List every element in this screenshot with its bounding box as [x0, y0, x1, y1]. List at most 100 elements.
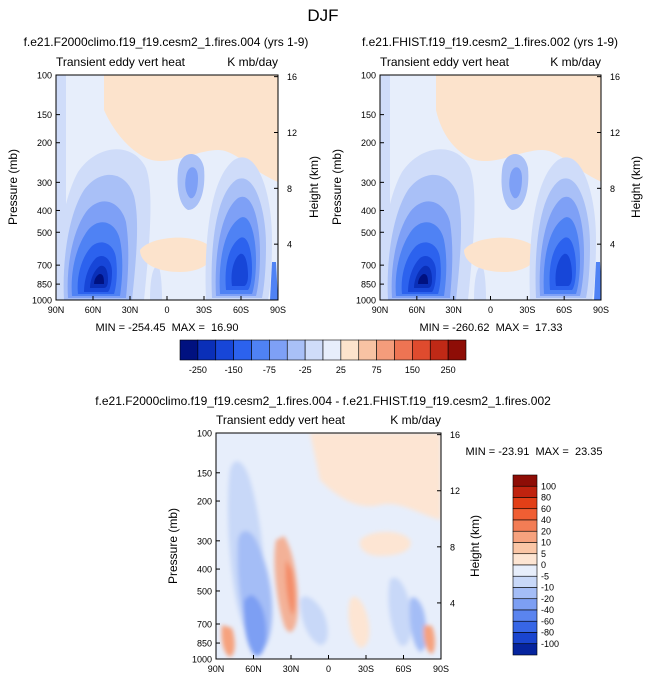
x-tick-label: 60S — [556, 305, 572, 315]
panel-b-ylabel-right: Height (km) — [629, 156, 643, 218]
y-tick-label: 500 — [197, 586, 212, 596]
colorbar-diff-swatch — [512, 587, 538, 600]
colorbar-diff-label: -40 — [541, 605, 554, 615]
panel-b-eq-band — [474, 265, 486, 300]
panel-c-right-label: K mb/day — [390, 413, 441, 427]
panel-c-positive-upper — [310, 433, 441, 520]
panel-b-positive-upper — [436, 75, 601, 182]
colorbar-diff-label: -10 — [541, 583, 554, 593]
right-tick-label: 4 — [610, 240, 615, 250]
colorbar-diff-swatch — [512, 485, 538, 498]
colorbar-top-label: 150 — [405, 365, 420, 375]
right-tick-label: 12 — [610, 128, 620, 138]
right-tick-label: 12 — [287, 128, 297, 138]
colorbar-diff-swatch — [512, 643, 538, 656]
y-tick-label: 200 — [37, 138, 52, 148]
x-tick-label: 0 — [488, 305, 493, 315]
y-tick-label: 400 — [197, 565, 212, 575]
colorbar-top-swatch — [269, 339, 288, 361]
colorbar-diff-label: 20 — [541, 526, 551, 536]
y-tick-label: 200 — [197, 497, 212, 507]
panel-a-polar-band — [56, 75, 66, 300]
x-tick-label: 60S — [233, 305, 249, 315]
colorbar-diff-swatch — [512, 519, 538, 532]
x-tick-label: 90S — [433, 664, 449, 674]
x-tick-label: 30S — [519, 305, 535, 315]
colorbar-top-swatch — [322, 339, 342, 361]
colorbar-diff-label: 60 — [541, 504, 551, 514]
panel-a-south-pole — [270, 262, 278, 300]
x-tick-label: 0 — [326, 664, 331, 674]
y-tick-label: 400 — [361, 206, 376, 216]
panel-c-pos-30n-core — [285, 560, 295, 615]
colorbar-diff-label: 40 — [541, 515, 551, 525]
colorbar-diff-swatch — [512, 497, 538, 510]
colorbar-diff-label: 0 — [541, 560, 546, 570]
panel-b-polar-band — [380, 75, 390, 300]
panel-b-x-ticks: 90N 60N 30N 0 30S 60S 90S — [372, 296, 609, 315]
panel-c-pos-polar — [221, 625, 235, 657]
y-tick-label: 700 — [197, 619, 212, 629]
x-tick-label: 30S — [196, 305, 212, 315]
x-tick-label: 90S — [270, 305, 286, 315]
y-tick-label: 100 — [361, 71, 376, 81]
panel-a-title: f.e21.F2000climo.f19_f19.cesm2_1.fires.0… — [24, 35, 309, 49]
colorbar-top-swatch — [394, 339, 413, 361]
panel-b-y-ticks: 100 150 200 300 400 500 700 850 1000 — [356, 71, 384, 306]
y-tick-label: 500 — [37, 228, 52, 238]
y-tick-label: 100 — [37, 71, 52, 81]
x-tick-label: 90N — [372, 305, 389, 315]
panel-c-stats: MIN = -23.91 MAX = 23.35 — [466, 446, 603, 458]
panel-a-tropic-positive — [140, 237, 213, 272]
colorbar-diff-label: -60 — [541, 616, 554, 626]
page-title: DJF — [307, 6, 338, 25]
colorbar-top: -250 -150 -75 -25 25 75 150 250 — [179, 339, 467, 375]
x-tick-label: 30S — [358, 664, 374, 674]
panel-c-ylabel: Pressure (mb) — [166, 508, 180, 584]
y-tick-label: 500 — [361, 228, 376, 238]
y-tick-label: 850 — [361, 280, 376, 290]
panel-a-ylabel: Pressure (mb) — [6, 149, 20, 225]
x-tick-label: 60N — [85, 305, 102, 315]
y-tick-label: 300 — [37, 178, 52, 188]
panel-c-x-ticks: 90N 60N 30N 0 30S 60S 90S — [208, 655, 449, 674]
right-tick-label: 16 — [610, 72, 620, 82]
y-tick-label: 150 — [197, 468, 212, 478]
colorbar-top-label: -250 — [189, 365, 207, 375]
colorbar-diff-label: 100 — [541, 481, 556, 491]
colorbar-diff-swatch — [512, 530, 538, 543]
colorbar-top-label: -25 — [299, 365, 312, 375]
panel-b-nh-core — [418, 274, 428, 284]
colorbar-top-label: 250 — [441, 365, 456, 375]
panel-c-left-label: Transient eddy vert heat — [216, 413, 346, 427]
panel-a-field — [56, 75, 278, 300]
right-tick-label: 16 — [287, 72, 297, 82]
colorbar-top-label: 25 — [336, 365, 346, 375]
panel-c-title: f.e21.F2000climo.f19_f19.cesm2_1.fires.0… — [95, 394, 551, 408]
panel-c-y-ticks: 100 150 200 300 400 500 700 850 1000 — [192, 429, 220, 665]
panel-b-right-label: K mb/day — [550, 55, 601, 69]
y-tick-label: 300 — [197, 536, 212, 546]
colorbar-top-swatch — [215, 339, 234, 361]
y-tick-label: 150 — [37, 110, 52, 120]
panel-c-anomalies — [221, 433, 441, 657]
panel-c-field — [216, 433, 441, 659]
right-tick-label: 8 — [450, 542, 455, 552]
y-tick-label: 300 — [361, 178, 376, 188]
panel-c-pos-eq — [348, 596, 370, 648]
panel-b-title: f.e21.FHIST.f19_f19.cesm2_1.fires.002 (y… — [362, 35, 618, 49]
colorbar-diff-swatch — [512, 575, 538, 588]
colorbar-top-swatch — [358, 339, 377, 361]
x-tick-label: 0 — [164, 305, 169, 315]
right-tick-label: 16 — [450, 430, 460, 440]
x-tick-label: 90S — [593, 305, 609, 315]
y-tick-label: 700 — [361, 261, 376, 271]
colorbar-diff-label: 80 — [541, 493, 551, 503]
y-tick-label: 1000 — [32, 296, 52, 306]
colorbar-top-label: -150 — [225, 365, 243, 375]
colorbar-diff-swatch — [512, 564, 538, 577]
colorbar-top-swatch — [179, 339, 199, 361]
panel-c-pos-sh — [423, 625, 435, 654]
colorbar-top-swatch — [376, 339, 395, 361]
